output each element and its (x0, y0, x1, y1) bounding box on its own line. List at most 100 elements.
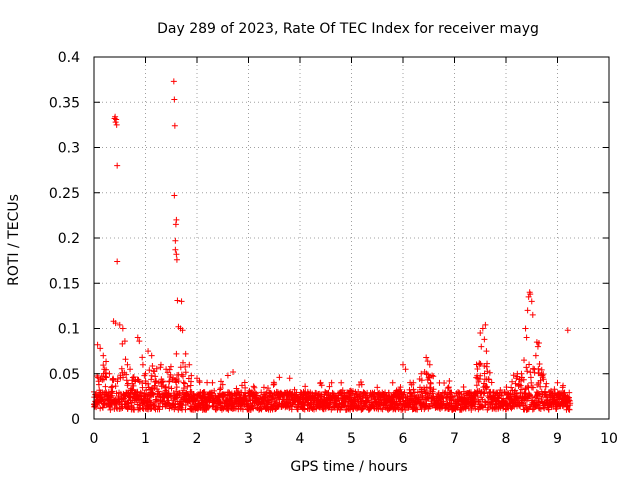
background-point (217, 386, 224, 393)
background-point (264, 385, 271, 392)
background-point (339, 387, 346, 394)
x-tick-label: 4 (296, 431, 305, 447)
background-point (217, 399, 224, 406)
x-tick-label: 0 (90, 431, 99, 447)
x-axis-label: GPS time / hours (290, 459, 407, 475)
background-point (145, 380, 152, 387)
background-point (488, 379, 495, 386)
background-point (326, 383, 333, 390)
background-point (518, 378, 525, 385)
background-point (528, 379, 535, 386)
data-point (523, 334, 530, 341)
background-point (517, 403, 524, 410)
data-point (478, 343, 485, 350)
background-point (480, 390, 487, 397)
background-point (537, 405, 544, 412)
data-point (524, 307, 531, 314)
background-point (130, 373, 137, 380)
background-point (271, 381, 278, 388)
data-point (302, 383, 309, 390)
background-point (485, 376, 492, 383)
data-point (402, 366, 409, 373)
background-point (418, 370, 425, 377)
background-point (441, 390, 448, 397)
data-point (112, 119, 119, 126)
background-point (484, 360, 491, 367)
background-point (524, 383, 531, 390)
background-point (472, 405, 479, 412)
background-point (180, 387, 187, 394)
background-point (430, 386, 437, 393)
background-point (148, 372, 155, 379)
data-point (172, 237, 179, 244)
data-point (250, 383, 257, 390)
data-point (172, 221, 179, 228)
data-point (119, 340, 126, 347)
background-point (527, 374, 534, 381)
data-point (209, 379, 216, 386)
background-point (100, 362, 107, 369)
data-point (142, 370, 149, 377)
data-point (476, 361, 483, 368)
background-point (184, 383, 191, 390)
background-point (122, 356, 129, 363)
data-point (424, 358, 431, 365)
data-point (134, 334, 141, 341)
background-point (221, 391, 228, 398)
background-point (120, 374, 127, 381)
background-point (566, 389, 573, 396)
background-point (529, 406, 536, 413)
background-point (501, 389, 508, 396)
data-points (91, 78, 574, 413)
background-point (251, 384, 258, 391)
y-tick-label: 0.3 (58, 141, 80, 157)
background-point (537, 377, 544, 384)
data-point (559, 384, 566, 391)
data-point (127, 366, 134, 373)
background-point (127, 393, 134, 400)
data-point (186, 361, 193, 368)
background-point (526, 361, 533, 368)
background-point (182, 363, 189, 370)
background-point (513, 390, 520, 397)
data-point (426, 361, 433, 368)
data-point (374, 384, 381, 391)
x-tick-label: 10 (600, 431, 618, 447)
data-point (317, 379, 324, 386)
background-point (157, 364, 164, 371)
data-point (106, 370, 113, 377)
data-point (148, 352, 155, 359)
data-point (477, 330, 484, 337)
background-point (527, 369, 534, 376)
background-point (147, 406, 154, 413)
data-point (121, 338, 128, 345)
data-point (172, 246, 179, 253)
background-point (112, 383, 119, 390)
background-point (430, 373, 437, 380)
data-point (173, 251, 180, 258)
background-point (148, 385, 155, 392)
x-tick-label: 3 (244, 431, 253, 447)
background-point (119, 405, 126, 412)
background-point (152, 378, 159, 385)
x-tick-label: 8 (502, 431, 511, 447)
background-point (410, 386, 417, 393)
x-tick-label: 6 (399, 431, 408, 447)
background-point (210, 397, 217, 404)
data-point (124, 361, 131, 368)
background-point (567, 400, 574, 407)
data-point (481, 336, 488, 343)
background-point (341, 402, 348, 409)
data-point (136, 338, 143, 345)
data-point (260, 384, 267, 391)
data-point (474, 375, 481, 382)
background-point (473, 382, 480, 389)
background-point (182, 369, 189, 376)
data-point (94, 341, 101, 348)
background-point (151, 405, 158, 412)
background-point (484, 383, 491, 390)
y-tick-label: 0.2 (58, 231, 80, 247)
background-point (165, 384, 172, 391)
data-point (531, 366, 538, 373)
background-point (179, 359, 186, 366)
